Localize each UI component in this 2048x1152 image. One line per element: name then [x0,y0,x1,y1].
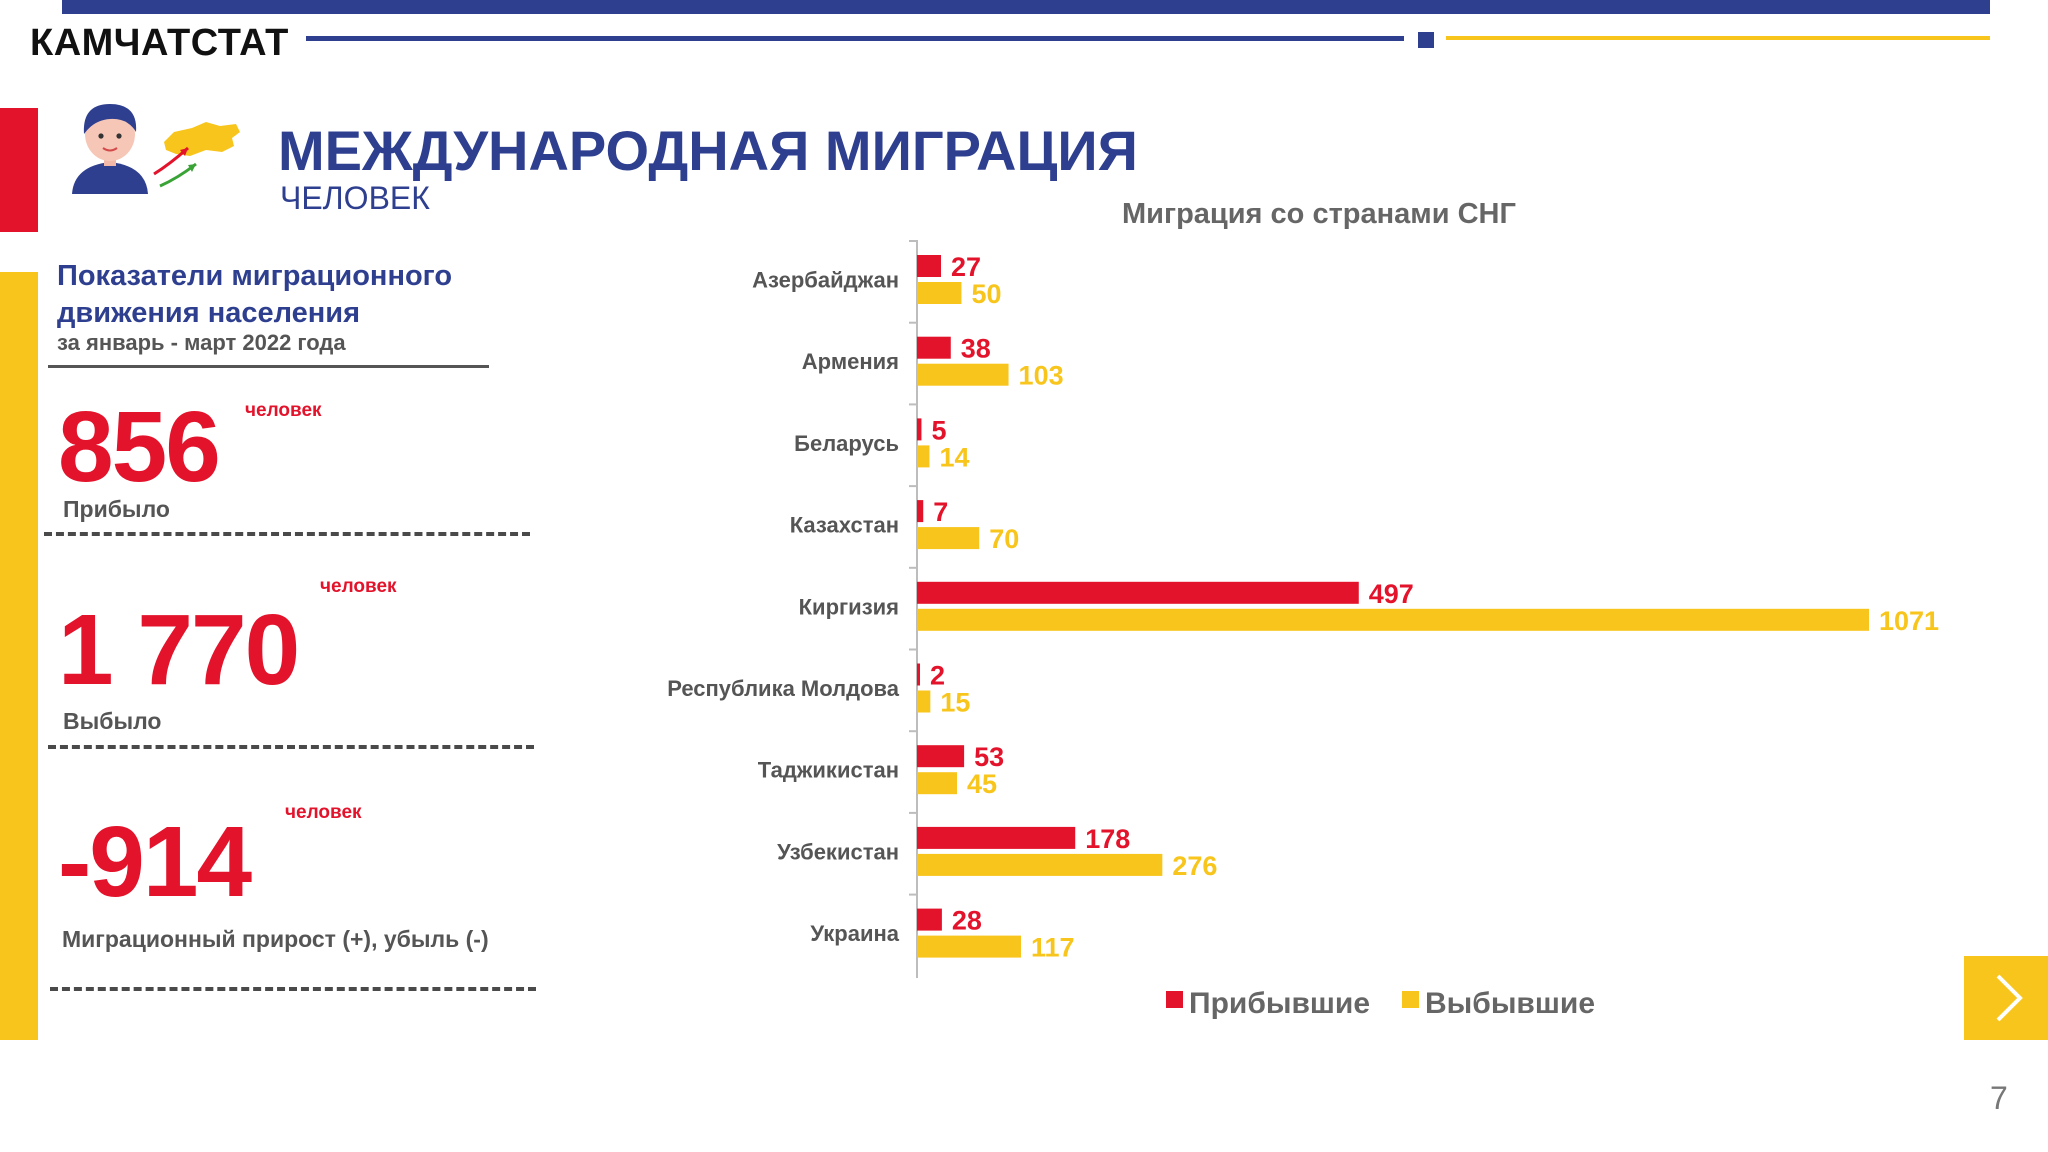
bar-departed [917,527,980,550]
yellow-accent-bar [0,272,38,1040]
data-label-departed: 1071 [1879,606,1939,636]
bar-arrived [917,418,922,441]
red-accent-bar [0,108,38,232]
data-label-arrived: 53 [974,742,1004,772]
chart-title: Миграция со странами СНГ [1122,198,1516,230]
bar-arrived [917,745,965,768]
net-unit: человек [285,802,362,823]
bar-departed [917,608,1869,631]
category-label: Узбекистан [777,839,899,864]
bar-arrived [917,255,941,277]
page-number: 7 [1990,1080,2008,1116]
category-label: Армения [802,349,899,374]
bar-arrived [917,826,1076,849]
bar-departed [917,690,931,713]
header-rule-yellow [1446,36,1990,40]
stat-divider [48,745,534,749]
migration-logo-icon [72,104,240,194]
data-label-departed: 103 [1019,361,1064,391]
arrived-unit: человек [245,400,322,421]
panel-divider [48,365,489,368]
bar-arrived [917,908,942,931]
legend-swatch-arrived [1166,991,1183,1008]
category-label: Азербайджан [752,268,899,293]
arrived-label: Прибыло [63,496,170,522]
net-value: -914 [58,806,252,918]
data-label-arrived: 178 [1085,824,1130,854]
bar-arrived [917,500,924,523]
legend-swatch-departed [1402,991,1419,1008]
bar-arrived [917,336,951,359]
top-bar [62,0,1990,14]
data-label-departed: 50 [971,279,1001,309]
bar-arrived [917,581,1359,604]
data-label-departed: 15 [940,688,970,718]
bar-departed [917,363,1009,386]
data-label-departed: 45 [967,769,997,799]
net-label: Миграционный прирост (+), убыль (-) [62,926,489,952]
next-slide-button[interactable] [1964,956,2048,1040]
stat-divider [44,532,530,536]
data-label-departed: 276 [1172,851,1217,881]
data-label-departed: 117 [1031,933,1075,963]
arrived-value: 856 [58,391,221,503]
panel-period: за январь - март 2022 года [57,330,346,355]
data-label-arrived: 5 [931,415,946,445]
panel-title: Показатели миграционного движения населе… [57,260,453,329]
departed-value: 1 770 [58,594,300,706]
category-label: Таджикистан [758,758,899,783]
category-label: Киргизия [799,594,899,619]
bar-departed [917,445,930,468]
stat-divider [50,987,536,991]
chevron-right-icon [1996,974,2023,1022]
data-label-arrived: 28 [952,906,982,936]
page-subtitle: ЧЕЛОВЕК [280,180,430,216]
legend-label-arrived: Прибывшие [1189,987,1370,1020]
data-label-departed: 14 [939,442,969,472]
legend-label-departed: Выбывшие [1425,987,1595,1020]
category-label: Украина [810,921,899,946]
page-title: МЕЖДУНАРОДНАЯ МИГРАЦИЯ [278,119,1138,182]
bar-arrived [917,663,920,686]
data-label-arrived: 27 [951,252,981,282]
bar-departed [917,772,957,795]
data-label-departed: 70 [989,524,1019,554]
org-name: КАМЧАТСТАТ [30,22,289,64]
departed-label: Выбыло [63,708,162,734]
data-label-arrived: 7 [933,497,948,527]
bar-departed [917,935,1021,958]
header-square [1418,32,1434,48]
departed-unit: человек [320,576,397,597]
bar-departed [917,853,1163,876]
data-label-arrived: 2 [930,661,945,691]
category-label: Казахстан [790,513,899,538]
data-label-arrived: 38 [961,334,991,364]
header-rule-blue [306,36,1404,41]
bar-departed [917,282,962,304]
category-label: Беларусь [794,431,899,456]
data-label-arrived: 497 [1369,579,1414,609]
category-label: Республика Молдова [667,676,900,701]
